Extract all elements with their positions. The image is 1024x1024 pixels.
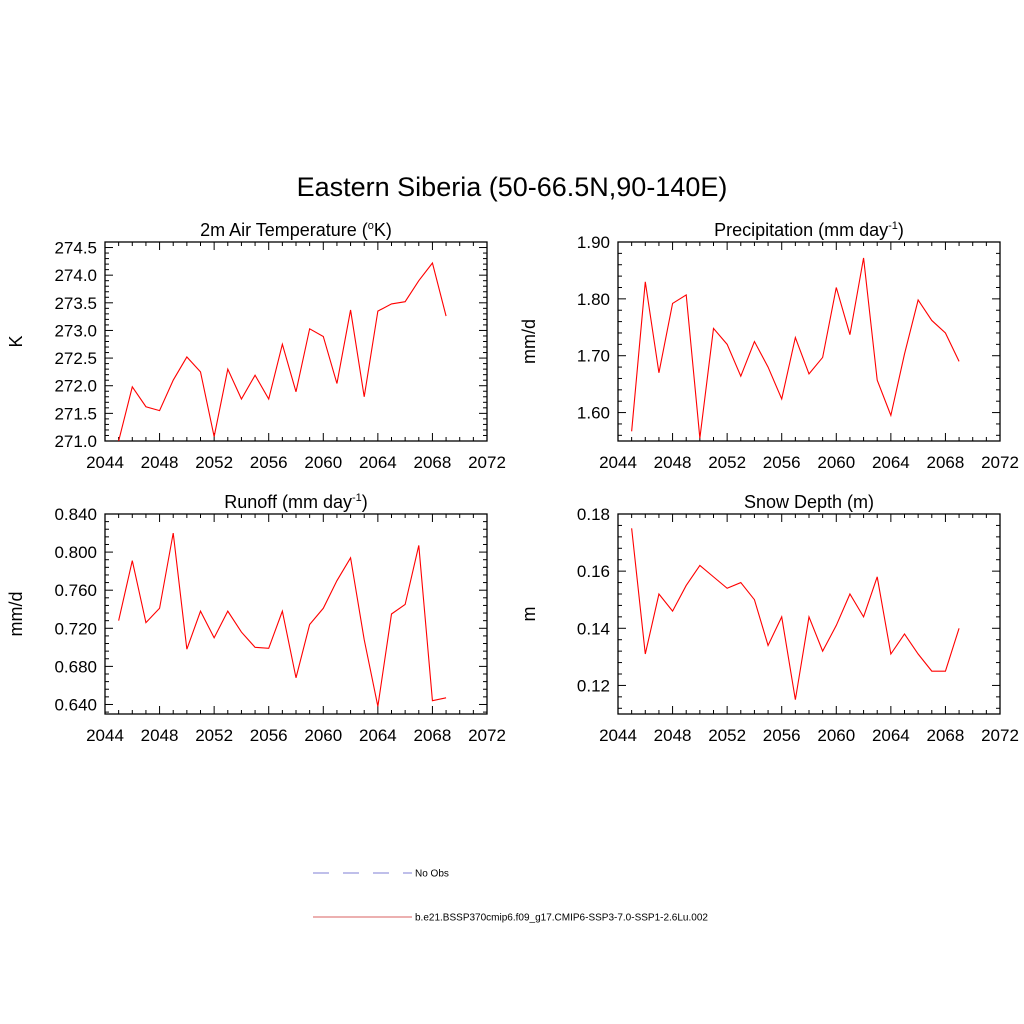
x-tick-label: 2052 bbox=[195, 726, 233, 745]
chart-panel-1: 2044 2048 2052 2056 2060 2064 2068 2072 271.0 271… bbox=[6, 220, 506, 472]
x-tick-label: 2068 bbox=[927, 726, 965, 745]
plot-frame bbox=[617, 513, 1001, 715]
series-line bbox=[118, 261, 447, 442]
y-tick-label: 0.840 bbox=[54, 505, 97, 524]
chart-panel-3: 2044 2048 2052 2056 2060 2064 2068 2072 0.640 0.6… bbox=[6, 492, 506, 745]
legend-label-1: No Obs bbox=[415, 869, 449, 880]
x-tick-label: 2044 bbox=[599, 726, 637, 745]
x-tick-label: 2044 bbox=[86, 453, 124, 472]
y-tick-label: 0.14 bbox=[577, 619, 610, 638]
chart-panel-2: 2044 2048 2052 2056 2060 2064 2068 2072 1.60 1.70… bbox=[519, 220, 1019, 472]
y-tick-label: 271.0 bbox=[54, 432, 97, 451]
x-tick-label: 2072 bbox=[981, 726, 1019, 745]
y-tick-label: 273.0 bbox=[54, 321, 97, 340]
x-tick-label: 2044 bbox=[86, 726, 124, 745]
y-tick-label: 1.70 bbox=[577, 347, 610, 366]
panel-title: Snow Depth (m) bbox=[744, 492, 874, 512]
figure-title: Eastern Siberia (50-66.5N,90-140E) bbox=[297, 172, 728, 202]
y-tick-label: 1.80 bbox=[577, 290, 610, 309]
series-line bbox=[631, 257, 960, 439]
y-tick-label: 1.90 bbox=[577, 233, 610, 252]
legend-label-2: b.e21.BSSP370cmip6.f09_g17.CMIP6-SSP3-7.… bbox=[415, 913, 708, 924]
chart-panels: 2044 2048 2052 2056 2060 2064 2068 2072 271.0 271… bbox=[6, 220, 1019, 745]
x-tick-label: 2056 bbox=[250, 726, 288, 745]
x-tick-label: 2068 bbox=[414, 453, 452, 472]
y-tick-label: 0.680 bbox=[54, 657, 97, 676]
y-axis-label: mm/d bbox=[6, 592, 26, 637]
y-axis-label: m bbox=[519, 607, 539, 622]
y-tick-label: 273.5 bbox=[54, 294, 97, 313]
y-tick-label: 1.60 bbox=[577, 404, 610, 423]
y-tick-label: 0.18 bbox=[577, 505, 610, 524]
x-tick-label: 2064 bbox=[359, 726, 397, 745]
x-tick-label: 2052 bbox=[708, 726, 746, 745]
y-tick-label: 272.0 bbox=[54, 377, 97, 396]
x-tick-label: 2060 bbox=[304, 453, 342, 472]
y-tick-label: 272.5 bbox=[54, 349, 97, 368]
series-line bbox=[631, 528, 960, 700]
y-tick-label: 0.12 bbox=[577, 676, 610, 695]
y-tick-label: 0.16 bbox=[577, 562, 610, 581]
x-tick-label: 2048 bbox=[654, 726, 692, 745]
series-line bbox=[118, 532, 447, 707]
y-tick-label: 274.5 bbox=[54, 239, 97, 258]
plot-frame bbox=[104, 513, 488, 715]
x-tick-label: 2056 bbox=[763, 726, 801, 745]
plot-frame bbox=[104, 241, 488, 442]
y-tick-label: 274.0 bbox=[54, 266, 97, 285]
x-tick-label: 2060 bbox=[817, 453, 855, 472]
y-axis-label: mm/d bbox=[519, 319, 539, 364]
x-tick-label: 2056 bbox=[250, 453, 288, 472]
x-tick-label: 2048 bbox=[141, 453, 179, 472]
y-tick-label: 0.800 bbox=[54, 543, 97, 562]
x-tick-label: 2048 bbox=[654, 453, 692, 472]
y-axis-label: K bbox=[6, 335, 26, 347]
x-tick-label: 2072 bbox=[468, 726, 506, 745]
x-tick-label: 2068 bbox=[414, 726, 452, 745]
y-tick-label: 0.760 bbox=[54, 581, 97, 600]
y-tick-label: 271.5 bbox=[54, 404, 97, 423]
x-tick-label: 2044 bbox=[599, 453, 637, 472]
panel-title: 2m Air Temperature (oK) bbox=[200, 220, 392, 240]
x-tick-label: 2052 bbox=[195, 453, 233, 472]
y-tick-label: 0.720 bbox=[54, 619, 97, 638]
x-tick-label: 2052 bbox=[708, 453, 746, 472]
legend: No Obs b.e21.BSSP370cmip6.f09_g17.CMIP6-S… bbox=[313, 869, 708, 924]
panel-title: Precipitation (mm day-1) bbox=[714, 220, 904, 240]
chart-panel-4: 2044 2048 2052 2056 2060 2064 2068 2072 0.12 0.14… bbox=[519, 492, 1019, 745]
x-tick-label: 2048 bbox=[141, 726, 179, 745]
plot-frame bbox=[617, 241, 1001, 442]
y-tick-label: 0.640 bbox=[54, 695, 97, 714]
x-tick-label: 2060 bbox=[304, 726, 342, 745]
x-tick-label: 2064 bbox=[359, 453, 397, 472]
x-tick-label: 2064 bbox=[872, 726, 910, 745]
panel-title: Runoff (mm day-1) bbox=[224, 492, 368, 512]
x-tick-label: 2068 bbox=[927, 453, 965, 472]
x-tick-label: 2056 bbox=[763, 453, 801, 472]
x-tick-label: 2072 bbox=[981, 453, 1019, 472]
x-tick-label: 2064 bbox=[872, 453, 910, 472]
x-tick-label: 2072 bbox=[468, 453, 506, 472]
x-tick-label: 2060 bbox=[817, 726, 855, 745]
